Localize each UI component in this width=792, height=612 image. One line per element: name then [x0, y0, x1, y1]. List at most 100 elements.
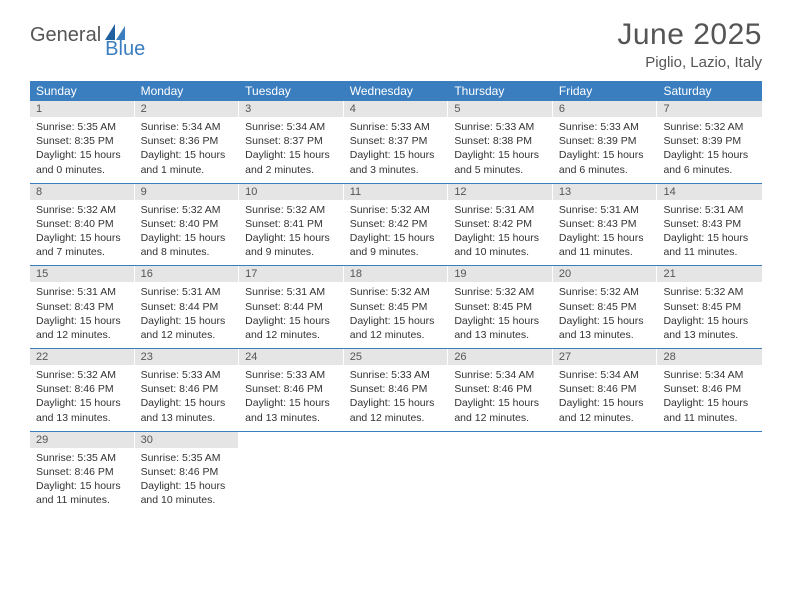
day-cell: 21Sunrise: 5:32 AMSunset: 8:45 PMDayligh… [657, 266, 762, 348]
daylight-line: Daylight: 15 hours and 11 minutes. [663, 231, 756, 259]
weekday-sat: Saturday [657, 81, 762, 101]
day-cell: 28Sunrise: 5:34 AMSunset: 8:46 PMDayligh… [657, 349, 762, 431]
day-cell: 8Sunrise: 5:32 AMSunset: 8:40 PMDaylight… [30, 184, 135, 266]
sunrise-line: Sunrise: 5:32 AM [663, 285, 756, 299]
day-body: Sunrise: 5:33 AMSunset: 8:46 PMDaylight:… [135, 365, 240, 425]
sunset-line: Sunset: 8:44 PM [141, 300, 234, 314]
day-body: Sunrise: 5:33 AMSunset: 8:37 PMDaylight:… [344, 117, 449, 177]
day-cell: 5Sunrise: 5:33 AMSunset: 8:38 PMDaylight… [448, 101, 553, 183]
day-cell: 3Sunrise: 5:34 AMSunset: 8:37 PMDaylight… [239, 101, 344, 183]
day-number: 3 [239, 101, 344, 117]
day-body: Sunrise: 5:31 AMSunset: 8:44 PMDaylight:… [135, 282, 240, 342]
sunrise-line: Sunrise: 5:32 AM [350, 203, 443, 217]
day-cell: 27Sunrise: 5:34 AMSunset: 8:46 PMDayligh… [553, 349, 658, 431]
day-body: Sunrise: 5:32 AMSunset: 8:45 PMDaylight:… [344, 282, 449, 342]
sunset-line: Sunset: 8:36 PM [141, 134, 234, 148]
day-number: 28 [657, 349, 762, 365]
sunrise-line: Sunrise: 5:34 AM [141, 120, 234, 134]
sunset-line: Sunset: 8:46 PM [559, 382, 652, 396]
sunrise-line: Sunrise: 5:33 AM [454, 120, 547, 134]
daylight-line: Daylight: 15 hours and 10 minutes. [454, 231, 547, 259]
sunrise-line: Sunrise: 5:32 AM [245, 203, 338, 217]
day-body: Sunrise: 5:34 AMSunset: 8:46 PMDaylight:… [553, 365, 658, 425]
sunrise-line: Sunrise: 5:32 AM [36, 368, 129, 382]
logo: General Blue [30, 18, 171, 47]
daylight-line: Daylight: 15 hours and 13 minutes. [141, 396, 234, 424]
daylight-line: Daylight: 15 hours and 8 minutes. [141, 231, 234, 259]
day-cell: 17Sunrise: 5:31 AMSunset: 8:44 PMDayligh… [239, 266, 344, 348]
calendar-page: General Blue June 2025 Piglio, Lazio, It… [0, 0, 792, 533]
sunrise-line: Sunrise: 5:31 AM [141, 285, 234, 299]
sunrise-line: Sunrise: 5:34 AM [559, 368, 652, 382]
day-number [553, 432, 658, 436]
day-number [657, 432, 762, 436]
sunset-line: Sunset: 8:46 PM [141, 465, 234, 479]
sunset-line: Sunset: 8:37 PM [245, 134, 338, 148]
sunset-line: Sunset: 8:46 PM [350, 382, 443, 396]
daylight-line: Daylight: 15 hours and 3 minutes. [350, 148, 443, 176]
day-cell: 11Sunrise: 5:32 AMSunset: 8:42 PMDayligh… [344, 184, 449, 266]
day-body: Sunrise: 5:32 AMSunset: 8:40 PMDaylight:… [30, 200, 135, 260]
sunset-line: Sunset: 8:45 PM [663, 300, 756, 314]
day-number [448, 432, 553, 436]
day-body: Sunrise: 5:35 AMSunset: 8:46 PMDaylight:… [30, 448, 135, 508]
daylight-line: Daylight: 15 hours and 12 minutes. [36, 314, 129, 342]
week-row: 29Sunrise: 5:35 AMSunset: 8:46 PMDayligh… [30, 432, 762, 514]
day-cell: 7Sunrise: 5:32 AMSunset: 8:39 PMDaylight… [657, 101, 762, 183]
day-body: Sunrise: 5:33 AMSunset: 8:38 PMDaylight:… [448, 117, 553, 177]
sunrise-line: Sunrise: 5:31 AM [663, 203, 756, 217]
week-row: 1Sunrise: 5:35 AMSunset: 8:35 PMDaylight… [30, 101, 762, 184]
day-number: 30 [135, 432, 240, 448]
sunrise-line: Sunrise: 5:35 AM [36, 451, 129, 465]
day-number: 10 [239, 184, 344, 200]
day-number: 11 [344, 184, 449, 200]
day-body: Sunrise: 5:32 AMSunset: 8:45 PMDaylight:… [553, 282, 658, 342]
day-number: 4 [344, 101, 449, 117]
day-body: Sunrise: 5:33 AMSunset: 8:39 PMDaylight:… [553, 117, 658, 177]
day-body: Sunrise: 5:32 AMSunset: 8:46 PMDaylight:… [30, 365, 135, 425]
day-number: 15 [30, 266, 135, 282]
weekday-fri: Friday [553, 81, 658, 101]
day-number: 26 [448, 349, 553, 365]
daylight-line: Daylight: 15 hours and 11 minutes. [36, 479, 129, 507]
sunrise-line: Sunrise: 5:32 AM [663, 120, 756, 134]
daylight-line: Daylight: 15 hours and 12 minutes. [350, 396, 443, 424]
sunset-line: Sunset: 8:44 PM [245, 300, 338, 314]
day-cell: 29Sunrise: 5:35 AMSunset: 8:46 PMDayligh… [30, 432, 135, 514]
sunset-line: Sunset: 8:43 PM [559, 217, 652, 231]
sunrise-line: Sunrise: 5:33 AM [141, 368, 234, 382]
day-body: Sunrise: 5:34 AMSunset: 8:37 PMDaylight:… [239, 117, 344, 177]
daylight-line: Daylight: 15 hours and 2 minutes. [245, 148, 338, 176]
day-cell: 26Sunrise: 5:34 AMSunset: 8:46 PMDayligh… [448, 349, 553, 431]
day-body: Sunrise: 5:32 AMSunset: 8:41 PMDaylight:… [239, 200, 344, 260]
sunset-line: Sunset: 8:43 PM [36, 300, 129, 314]
day-body: Sunrise: 5:33 AMSunset: 8:46 PMDaylight:… [239, 365, 344, 425]
day-cell: 23Sunrise: 5:33 AMSunset: 8:46 PMDayligh… [135, 349, 240, 431]
daylight-line: Daylight: 15 hours and 0 minutes. [36, 148, 129, 176]
sunset-line: Sunset: 8:46 PM [36, 465, 129, 479]
sunrise-line: Sunrise: 5:34 AM [663, 368, 756, 382]
sunset-line: Sunset: 8:46 PM [36, 382, 129, 396]
sunset-line: Sunset: 8:40 PM [141, 217, 234, 231]
weekday-header-row: Sunday Monday Tuesday Wednesday Thursday… [30, 81, 762, 101]
daylight-line: Daylight: 15 hours and 12 minutes. [245, 314, 338, 342]
sunset-line: Sunset: 8:46 PM [245, 382, 338, 396]
sunset-line: Sunset: 8:45 PM [350, 300, 443, 314]
sunrise-line: Sunrise: 5:31 AM [245, 285, 338, 299]
day-number: 29 [30, 432, 135, 448]
day-cell [239, 432, 344, 514]
day-body: Sunrise: 5:32 AMSunset: 8:39 PMDaylight:… [657, 117, 762, 177]
sunrise-line: Sunrise: 5:33 AM [350, 368, 443, 382]
sunrise-line: Sunrise: 5:32 AM [350, 285, 443, 299]
month-title: June 2025 [617, 18, 762, 52]
title-block: June 2025 Piglio, Lazio, Italy [617, 18, 762, 71]
daylight-line: Daylight: 15 hours and 1 minute. [141, 148, 234, 176]
day-cell: 15Sunrise: 5:31 AMSunset: 8:43 PMDayligh… [30, 266, 135, 348]
day-body: Sunrise: 5:34 AMSunset: 8:36 PMDaylight:… [135, 117, 240, 177]
day-cell: 19Sunrise: 5:32 AMSunset: 8:45 PMDayligh… [448, 266, 553, 348]
day-cell: 18Sunrise: 5:32 AMSunset: 8:45 PMDayligh… [344, 266, 449, 348]
weekday-sun: Sunday [30, 81, 135, 101]
daylight-line: Daylight: 15 hours and 13 minutes. [36, 396, 129, 424]
week-row: 8Sunrise: 5:32 AMSunset: 8:40 PMDaylight… [30, 184, 762, 267]
weekday-thu: Thursday [448, 81, 553, 101]
